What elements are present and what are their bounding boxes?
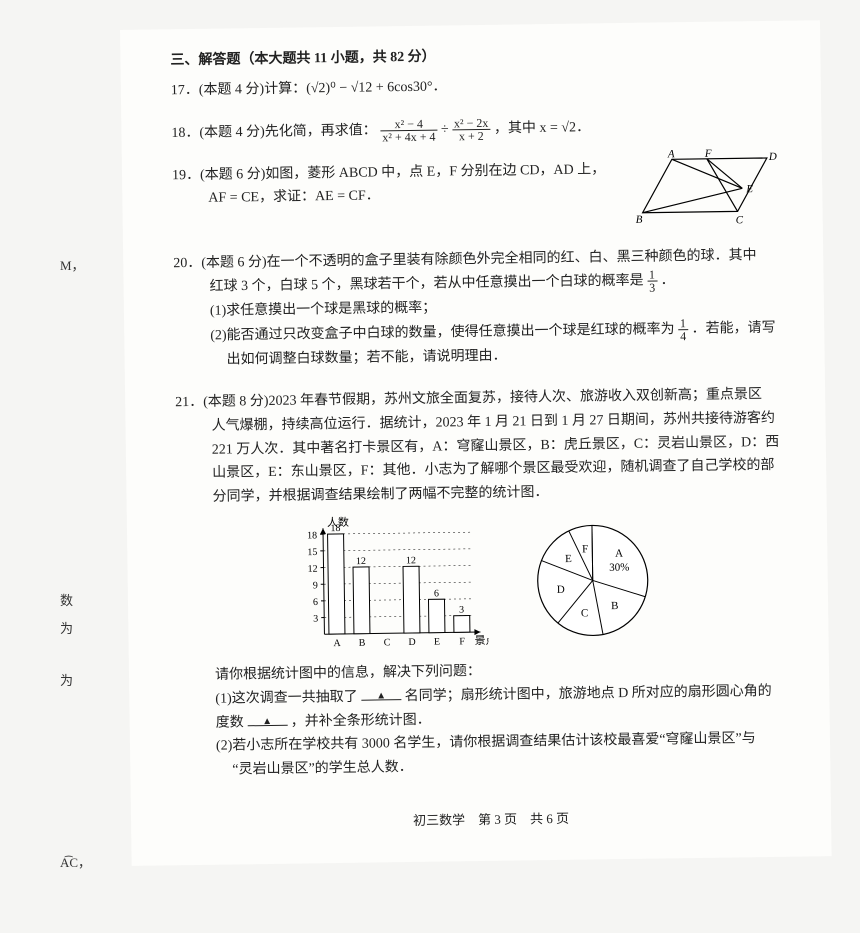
svg-text:12: 12 [406, 555, 416, 566]
svg-text:F: F [582, 543, 588, 555]
q20-frac: 1 3 [647, 269, 657, 294]
margin-text: 数 [60, 590, 73, 609]
svg-text:30%: 30% [609, 562, 629, 574]
label-E: E [745, 183, 753, 195]
section-heading: 三、解答题（本大题共 11 小题，共 82 分） [170, 41, 790, 73]
rhombus-figure: A F D E C B [632, 145, 783, 227]
q21-sub1c: 度数 [216, 715, 244, 730]
pie-chart: A 30% B C D EF [517, 509, 669, 651]
frac-bot: x + 2 [452, 129, 491, 142]
label-C: C [736, 214, 744, 226]
label-D: D [768, 150, 777, 162]
q18-prefix: 18．(本题 4 分)先化简，再求值： [171, 123, 377, 141]
margin-text: A͡C， [60, 852, 91, 871]
svg-text:C: C [581, 607, 589, 619]
label-F: F [704, 147, 712, 159]
svg-text:A: A [333, 638, 341, 649]
svg-text:D: D [557, 584, 565, 596]
q17-text: 17．(本题 4 分)计算：(√2)⁰ − √12 + 6cos30°． [171, 79, 447, 98]
q21-sub1b: 名同学；扇形统计图中，旅游地点 D 所对应的扇形圆心角的 [405, 684, 772, 704]
question-17: 17．(本题 4 分)计算：(√2)⁰ − √12 + 6cos30°． [171, 70, 791, 102]
question-20: 20．(本题 6 分)在一个不透明的盒子里装有除颜色外完全相同的红、白、黑三种颜… [173, 243, 795, 373]
q18-frac1: x² − 4 x² + 4x + 4 [380, 117, 437, 143]
q20-sub2b: ．若能，请写 [691, 321, 775, 337]
svg-text:9: 9 [313, 580, 318, 591]
exam-page: 三、解答题（本大题共 11 小题，共 82 分） 17．(本题 4 分)计算：(… [120, 20, 832, 866]
svg-text:15: 15 [307, 547, 317, 558]
frac-bot: 3 [647, 282, 657, 294]
bar-chart: 人数景点36912151818A12BC12D6E3F [287, 512, 489, 655]
q20-line2a: 红球 3 个，白球 5 个，黑球若干个，若从中任意摸出一个白球的概率是 [209, 274, 643, 295]
svg-text:3: 3 [459, 605, 464, 616]
svg-text:D: D [408, 637, 415, 648]
question-21: 21．(本题 8 分)2023 年春节假期，苏州文旅全面复苏，接待人次、旅游收入… [175, 383, 800, 784]
svg-text:A: A [615, 548, 623, 560]
q20-sub2a: (2)能否通过只改变盒子中白球的数量，使得任意摸出一个球是红球的概率为 [210, 322, 674, 343]
svg-text:B: B [359, 638, 366, 649]
svg-text:18: 18 [307, 530, 317, 541]
label-B: B [636, 213, 643, 225]
q18-div: ÷ [441, 122, 452, 137]
q21-sub1d: ，并补全条形统计图． [291, 712, 431, 729]
blank-fill: ▲ [361, 685, 401, 701]
svg-text:B: B [611, 600, 619, 612]
q21-sub1a: (1)这次调查一共抽取了 [215, 690, 358, 707]
margin-text: M， [60, 255, 85, 274]
q20-sub2-frac: 1 4 [678, 317, 688, 342]
q20-line2b: ． [660, 273, 674, 288]
svg-text:F: F [459, 636, 465, 647]
q18-suffix: ，其中 x = √2． [494, 120, 590, 136]
svg-text:18: 18 [330, 523, 340, 534]
margin-text: 为 [60, 618, 73, 637]
label-A: A [667, 148, 675, 160]
question-18: 18．(本题 4 分)先化简，再求值： x² − 4 x² + 4x + 4 ÷… [171, 112, 791, 146]
q18-frac2: x² − 2x x + 2 [452, 116, 491, 142]
question-19: 19．(本题 6 分)如图，菱形 ABCD 中，点 E，F 分别在边 CD，AD… [172, 155, 793, 234]
svg-text:E: E [434, 637, 440, 648]
svg-text:景点: 景点 [474, 634, 488, 647]
svg-text:12: 12 [307, 564, 317, 575]
page-footer: 初三数学 第 3 页 共 6 页 [181, 805, 801, 836]
svg-text:12: 12 [356, 556, 366, 567]
svg-text:3: 3 [313, 614, 318, 625]
frac-top: x² − 2x [452, 116, 491, 130]
svg-text:E: E [565, 553, 572, 565]
svg-text:6: 6 [313, 597, 318, 608]
blank-fill: ▲ [247, 710, 287, 726]
margin-text: 为 [60, 670, 73, 689]
frac-bot: 4 [678, 330, 688, 342]
svg-text:6: 6 [434, 588, 439, 599]
svg-text:C: C [384, 637, 391, 648]
frac-bot: x² + 4x + 4 [380, 130, 437, 143]
